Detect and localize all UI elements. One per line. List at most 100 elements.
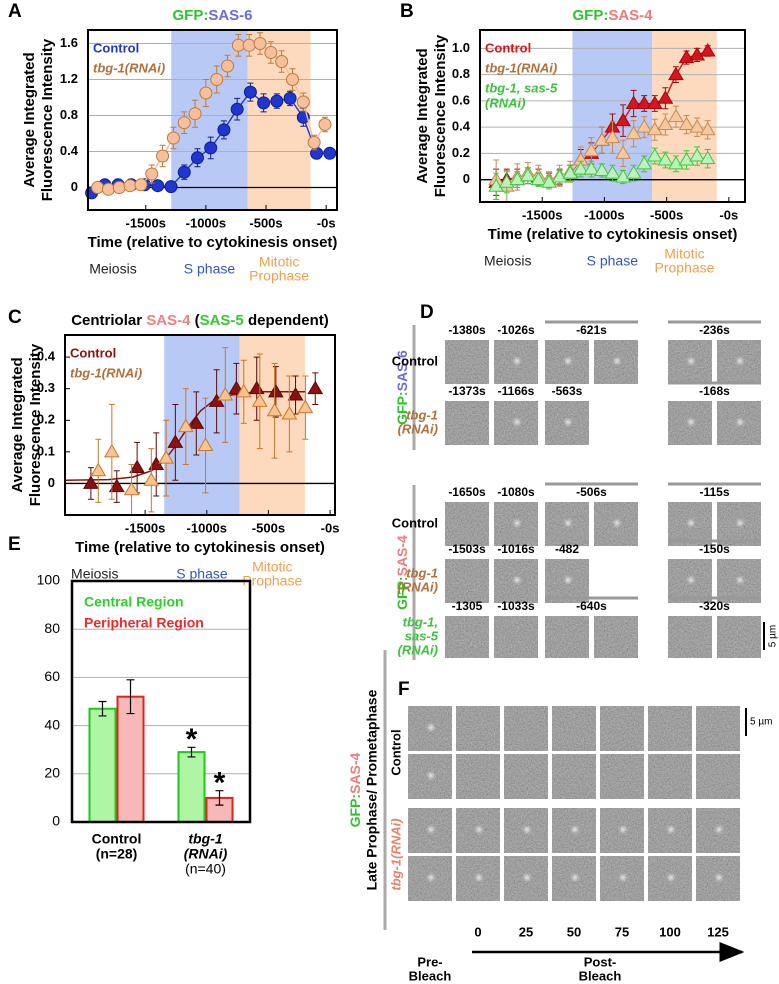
pre-bleach-label: Pre- [417, 954, 442, 969]
phase-label: Meiosis [71, 566, 118, 582]
row-label: (RNAi) [398, 421, 438, 436]
time-label: -320s [699, 599, 730, 613]
marker [123, 179, 137, 193]
time-label: -236s [699, 323, 730, 337]
image-tile [494, 616, 538, 658]
marker [604, 165, 621, 179]
row-label: Control [392, 353, 438, 368]
image-spot [668, 826, 674, 833]
significance: * [214, 767, 226, 800]
marker [657, 151, 674, 166]
marker [615, 145, 631, 159]
marker [551, 169, 568, 183]
panel-letter: D [420, 302, 434, 323]
label-part: SAS-4 [394, 535, 410, 576]
time-label: -621s [576, 323, 607, 337]
marker [188, 415, 205, 429]
image-tile [445, 559, 489, 603]
marker [275, 55, 289, 68]
image-spot [524, 826, 530, 833]
time-label: -563s [552, 384, 583, 398]
vertical-label: GFP:SAS-4 [347, 752, 363, 827]
row-label: Control [388, 729, 403, 775]
row-label: (RNAi) [398, 579, 438, 594]
legend-label: Peripheral Region [84, 615, 204, 631]
phase-label: Meiosis [89, 261, 136, 277]
panel-letter: B [400, 1, 414, 22]
image-spot [688, 577, 694, 583]
y-tick-label: 40 [44, 716, 60, 732]
marker [230, 102, 244, 116]
marker [323, 146, 337, 160]
marker [636, 95, 653, 110]
image-spot [620, 874, 626, 881]
marker [129, 459, 145, 474]
x-tick-label: -0s [719, 207, 738, 222]
image-spot [688, 419, 694, 425]
marker [204, 141, 218, 155]
marker [123, 481, 140, 496]
x-axis-label: Time (relative to cytokinesis onset) [75, 539, 325, 556]
phase-label: Mitotic [664, 246, 704, 262]
x-axis-label: Time (relative to cytokinesis onset) [488, 226, 738, 243]
time-label: -150s [699, 542, 730, 556]
y-tick-label: 0.6 [452, 92, 470, 107]
panel-letter: E [8, 534, 21, 555]
image-tile [717, 616, 761, 658]
image-spot [737, 577, 743, 583]
marker [625, 165, 642, 179]
y-tick-label: 80 [44, 620, 60, 636]
plot-frame [64, 334, 336, 516]
time-label: -168s [699, 384, 730, 398]
title-part: dependent) [244, 312, 329, 329]
image-tile [696, 706, 740, 751]
image-spot [514, 577, 520, 583]
label-part: GFP: [394, 391, 410, 424]
y-axis-label: Fluorescence Intensity [27, 343, 44, 506]
image-tile [445, 502, 489, 546]
phase-label: Prophase [655, 260, 715, 276]
marker [646, 148, 663, 162]
marker [103, 443, 120, 458]
sample-size: (n=40) [185, 861, 226, 877]
image-spot [565, 419, 571, 425]
y-axis-label: Fluorescence Intensity [39, 38, 56, 201]
y-tick-label: 0.4 [37, 349, 56, 364]
image-spot [572, 826, 578, 833]
phase-band [239, 335, 305, 515]
time-label: -1373s [448, 384, 486, 398]
marker [158, 450, 174, 464]
x-tick-label: -0s [321, 520, 340, 535]
x-axis-label: Time (relative to cytokinesis onset) [88, 234, 338, 251]
image-spot [572, 874, 578, 881]
image-spot [476, 826, 482, 833]
image-tile [600, 706, 644, 751]
marker [594, 162, 610, 176]
legend-label: tbg-1(RNAi) [485, 60, 557, 75]
error-bar [98, 700, 107, 717]
y-tick-label: 0 [463, 171, 470, 186]
image-spot [428, 826, 434, 833]
marker [657, 90, 674, 104]
marker [699, 121, 716, 136]
x-tick-label: Control [92, 831, 142, 847]
title-part: Centriolar [71, 312, 146, 329]
phase-band [164, 335, 240, 515]
image-spot [614, 358, 620, 364]
marker [257, 96, 271, 110]
y-tick-label: 0.4 [60, 143, 79, 158]
marker [562, 165, 579, 179]
legend-label: Central Region [84, 594, 184, 610]
marker [221, 59, 235, 73]
marker [177, 165, 191, 179]
marker [242, 38, 256, 52]
marker [243, 85, 257, 99]
legend-label: tbg-1, sas-5 [485, 80, 558, 95]
image-spot [565, 358, 571, 364]
marker [90, 462, 107, 477]
marker [283, 91, 297, 105]
image-spot [688, 358, 694, 364]
legend-label: tbg-1(RNAi) [93, 60, 165, 75]
x-tick-label: -1500s [125, 520, 165, 535]
image-spot [737, 358, 743, 364]
